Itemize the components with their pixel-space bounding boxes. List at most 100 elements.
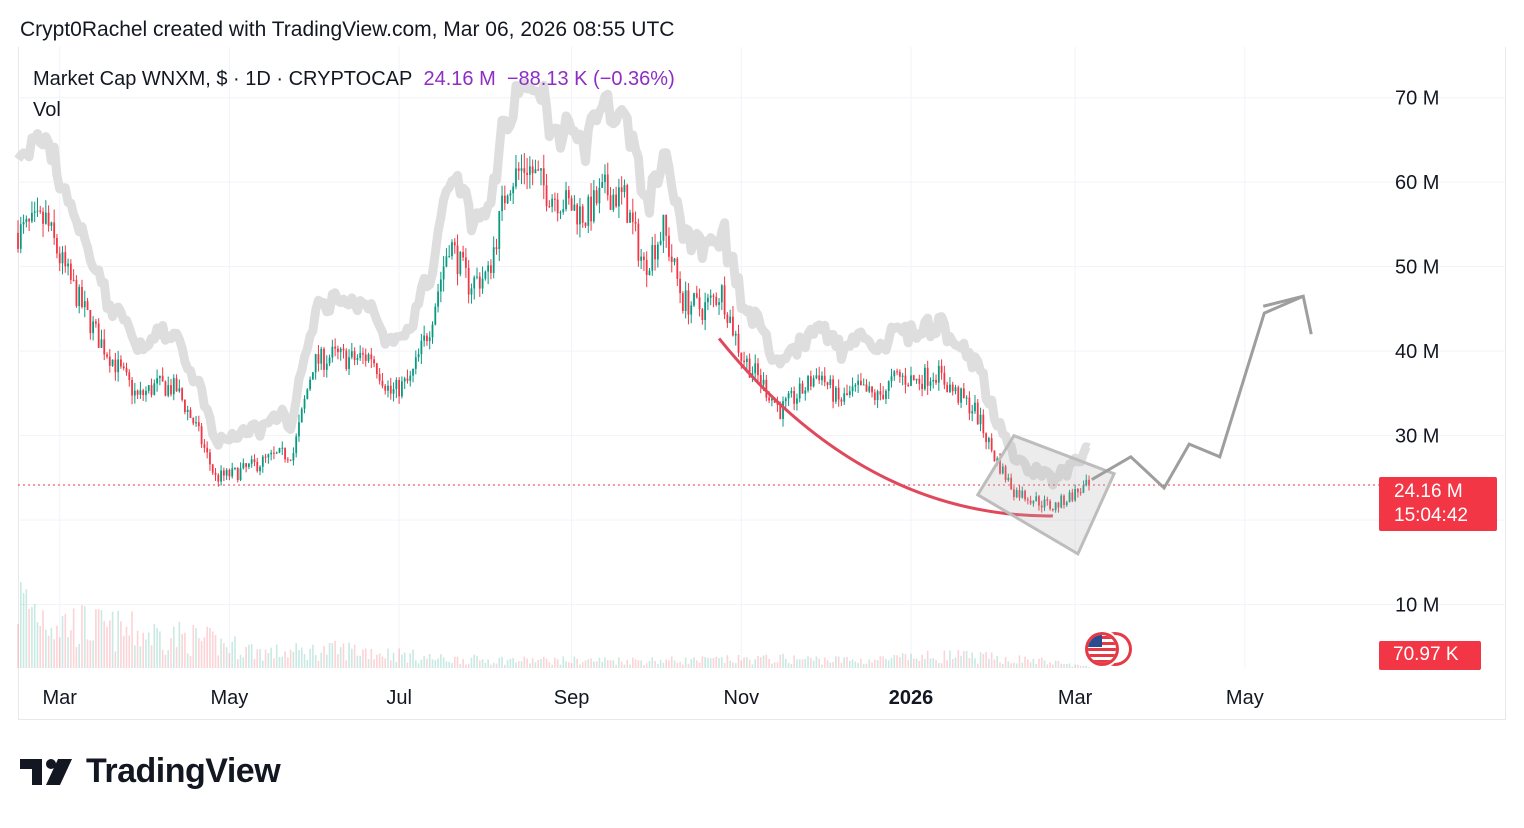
volume-bar: [587, 659, 590, 668]
candle-body: [640, 256, 643, 261]
candle-body: [1035, 496, 1038, 502]
candle-body: [821, 375, 823, 381]
candle-body: [108, 356, 111, 366]
candle-body: [679, 278, 681, 294]
volume-bar: [676, 662, 679, 668]
volume-bar: [556, 659, 559, 668]
volume-bar: [36, 622, 39, 668]
candle-body: [871, 386, 873, 393]
candle-body: [114, 359, 117, 373]
volume-bar: [968, 658, 971, 668]
volume-bar: [976, 663, 979, 668]
volume-bar: [848, 660, 851, 668]
x-tick-label: Mar: [1058, 687, 1093, 709]
volume-bar: [128, 635, 131, 668]
candle-body: [292, 453, 295, 461]
volume-bar: [946, 660, 948, 668]
volume-bar: [718, 658, 720, 668]
volume-bar: [1065, 664, 1068, 668]
volume-bar: [325, 654, 328, 668]
candle-body: [420, 340, 423, 355]
candle-body: [631, 212, 634, 222]
candle-body: [298, 422, 300, 437]
candle-body: [428, 337, 431, 342]
volume-bar: [362, 649, 364, 668]
candle-body: [389, 385, 392, 394]
volume-bar: [203, 637, 206, 668]
volume-bar: [198, 638, 200, 668]
candle-body: [793, 391, 796, 404]
candle-body: [350, 351, 353, 358]
volume-bar: [490, 664, 492, 668]
candle-body: [929, 381, 932, 386]
volume-bar: [125, 626, 128, 668]
candle-body: [545, 185, 548, 207]
volume-bar: [1060, 663, 1063, 668]
volume-bar: [918, 660, 921, 668]
volume-bar: [548, 662, 551, 668]
candle-body: [211, 464, 214, 473]
candle-body: [281, 447, 284, 449]
volume-bar: [147, 632, 150, 668]
candle-body: [1024, 490, 1026, 500]
candle-body: [662, 214, 665, 241]
candle-body: [935, 380, 937, 383]
volume-bar: [242, 657, 245, 668]
volume-bar: [161, 649, 164, 668]
volume-bar: [840, 662, 843, 668]
volume-bar: [1032, 658, 1035, 668]
candle-body: [623, 185, 626, 193]
volume-bar: [1077, 664, 1079, 668]
volume-bar: [829, 662, 832, 668]
candle-body: [239, 468, 242, 481]
volume-bar: [815, 656, 818, 668]
candle-body: [364, 354, 367, 361]
candle-body: [437, 291, 439, 307]
volume-bar: [200, 641, 203, 668]
us-flag-icon[interactable]: [1082, 629, 1136, 669]
candle-body: [1015, 490, 1018, 498]
volume-bar: [534, 662, 537, 668]
chart-creator-note: Crypt0Rachel created with TradingView.co…: [20, 18, 675, 41]
series-legend[interactable]: Market Cap WNXM, $ · 1D · CRYPTOCAP 24.1…: [33, 68, 675, 91]
volume-bar: [225, 647, 228, 668]
volume-bar: [192, 624, 195, 668]
candle-body: [1013, 489, 1015, 498]
candle-body: [542, 168, 545, 186]
volume-bar: [542, 656, 545, 668]
candle-body: [317, 354, 320, 364]
candle-body: [815, 375, 818, 379]
tradingview-brand[interactable]: TradingView: [20, 752, 281, 791]
volume-legend[interactable]: Vol: [33, 99, 61, 121]
candle-body: [1088, 479, 1090, 485]
volume-bar: [142, 632, 144, 668]
volume-bar: [759, 657, 762, 668]
candle-body: [1046, 499, 1049, 501]
candle-body: [999, 458, 1001, 474]
y-tick-label: 60 M: [1395, 172, 1439, 194]
candle-body: [962, 388, 965, 398]
volume-bar: [395, 661, 398, 668]
volume-bar: [1074, 664, 1076, 668]
volume-bar: [857, 662, 859, 668]
candle-body: [53, 222, 56, 238]
candle-body: [170, 385, 172, 395]
tradingview-logo-icon: [20, 758, 72, 785]
tradingview-wordmark: TradingView: [86, 752, 281, 790]
candle-body: [178, 388, 181, 392]
volume-bar: [963, 650, 965, 668]
candle-body: [882, 394, 885, 400]
x-tick-label: May: [1226, 687, 1264, 709]
volume-bar: [701, 656, 704, 668]
candle-body: [918, 378, 921, 384]
volume-bar: [926, 650, 929, 668]
volume-bar: [1043, 660, 1046, 668]
candle-body: [654, 245, 656, 260]
candle-body: [765, 379, 768, 398]
volume-bar: [245, 646, 247, 668]
volume-bar: [434, 660, 437, 668]
volume-bar: [156, 627, 158, 668]
volume-bar: [785, 658, 787, 668]
volume-bar: [25, 589, 28, 668]
